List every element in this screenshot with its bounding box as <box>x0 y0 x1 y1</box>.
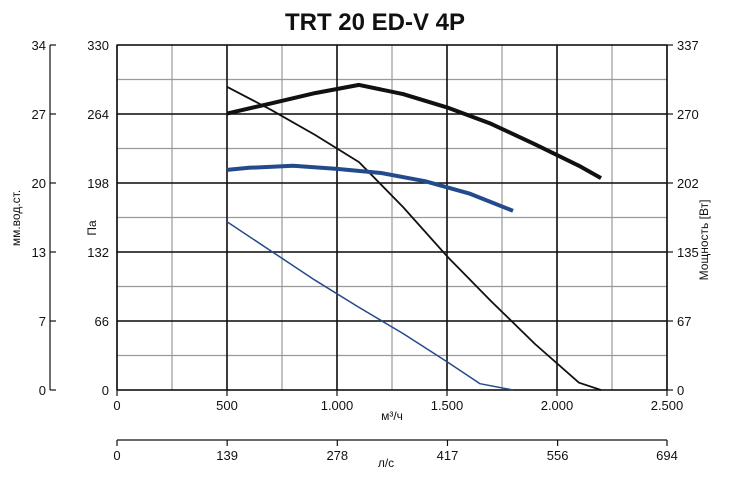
grid <box>116 44 668 391</box>
y-tick-label: 0 <box>102 383 109 398</box>
series-line-1 <box>226 86 602 391</box>
x2-tick-label: 694 <box>656 448 678 463</box>
y-outer-axis-label: мм.вод.ст. <box>9 190 23 246</box>
y-tick-label: 66 <box>95 314 109 329</box>
x2-tick-label: 0 <box>113 448 120 463</box>
y-right-tick-label: 135 <box>677 245 699 260</box>
series-line-2 <box>226 221 514 391</box>
x-tick-label: 0 <box>113 398 120 413</box>
x2-axis-label: л/с <box>378 456 394 470</box>
y-outer-tick-label: 13 <box>32 245 46 260</box>
y-axis-label: Па <box>85 220 99 236</box>
y-right-tick-label: 202 <box>677 176 699 191</box>
y-outer-tick-label: 34 <box>32 38 46 53</box>
y-outer-tick-label: 0 <box>39 383 46 398</box>
y-right-tick-label: 67 <box>677 314 691 329</box>
y-right-axis-label: Мощность [Вт] <box>697 200 711 281</box>
series-line-3 <box>226 82 602 180</box>
plot-frame <box>116 44 668 391</box>
x2-tick-label: 556 <box>547 448 569 463</box>
x2-tick-label: 278 <box>326 448 348 463</box>
x-tick-label: 1.000 <box>321 398 354 413</box>
axes: 0 500 1.000 1.500 2.000 2.5000661321982643300… <box>32 38 699 463</box>
y-tick-label: 330 <box>87 38 109 53</box>
x2-tick-label: 417 <box>437 448 459 463</box>
y-tick-label: 264 <box>87 107 109 122</box>
y-outer-tick-label: 7 <box>39 314 46 329</box>
y-tick-label: 198 <box>87 176 109 191</box>
y-right-tick-label: 0 <box>677 383 684 398</box>
x-tick-label: 500 <box>216 398 238 413</box>
series-line-4 <box>226 163 514 213</box>
y-outer-tick-label: 20 <box>32 176 46 191</box>
x2-tick-label: 139 <box>216 448 238 463</box>
series <box>226 82 602 391</box>
y-right-tick-label: 337 <box>677 38 699 53</box>
chart-title: TRT 20 ED-V 4P <box>285 9 465 36</box>
x-tick-label: 1.500 <box>431 398 464 413</box>
y-outer-tick-label: 27 <box>32 107 46 122</box>
x-axis-label: м³/ч <box>381 409 403 423</box>
y-right-tick-label: 270 <box>677 107 699 122</box>
x-tick-label: 2.000 <box>541 398 574 413</box>
y-tick-label: 132 <box>87 245 109 260</box>
x-tick-label: 2.500 <box>651 398 684 413</box>
